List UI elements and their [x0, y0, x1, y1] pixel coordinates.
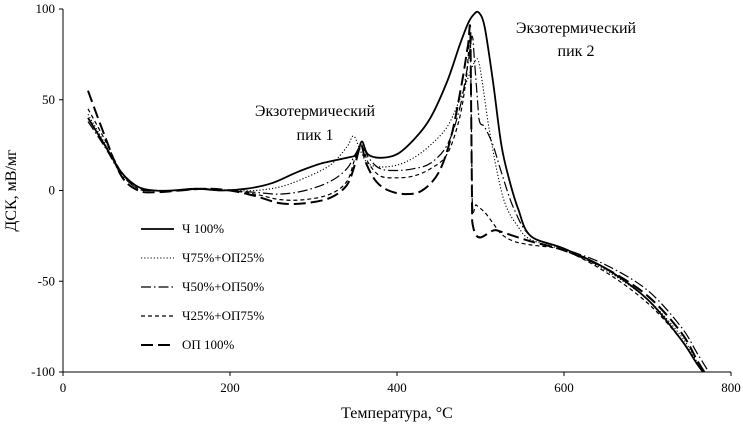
- series-line-4: [87, 39, 704, 372]
- series-line-1: [87, 10, 705, 372]
- legend: Ч 100% Ч75%+ОП25% Ч50%+ОП50% Ч25%+ОП75% ОП 1…: [141, 221, 264, 352]
- x-tick-label: 0: [60, 380, 67, 395]
- y-tick-label: 50: [42, 92, 55, 107]
- legend-label-1: Ч 100%: [182, 221, 224, 236]
- y-tick-label: 100: [36, 1, 56, 16]
- legend-label-5: ОП 100%: [182, 337, 235, 352]
- legend-label-3: Ч50%+ОП50%: [182, 279, 264, 294]
- series-line-5: [87, 24, 706, 372]
- x-tick-label: 200: [220, 380, 240, 395]
- legend-label-2: Ч75%+ОП25%: [182, 250, 264, 265]
- annotation-peak-2-line2: пик 2: [558, 43, 595, 60]
- x-axis-title: Температура, °C: [341, 405, 453, 422]
- y-tick-label: 0: [49, 183, 56, 198]
- y-axis-title: ДСК, мВ/мг: [3, 149, 20, 232]
- tick-marks: [59, 8, 732, 376]
- legend-label-4: Ч25%+ОП75%: [182, 308, 264, 323]
- series-line-3: [87, 35, 710, 372]
- annotation-peak-1: Экзотермический пик 1: [255, 103, 376, 144]
- annotation-peak-2-line1: Экзотермический: [516, 20, 637, 37]
- series-lines: [87, 10, 710, 372]
- annotation-peak-1-line2: пик 1: [297, 127, 334, 144]
- x-tick-label: 800: [721, 380, 741, 395]
- tick-labels: 0 200 400 600 800 100 50 0 -50 -100: [31, 1, 741, 395]
- y-tick-label: -50: [38, 273, 55, 288]
- x-tick-label: 400: [387, 380, 407, 395]
- series-line-2: [87, 58, 705, 372]
- annotation-peak-2: Экзотермический пик 2: [516, 20, 637, 60]
- annotation-peak-1-line1: Экзотермический: [255, 103, 376, 120]
- y-tick-label: -100: [31, 364, 55, 379]
- x-tick-label: 600: [554, 380, 574, 395]
